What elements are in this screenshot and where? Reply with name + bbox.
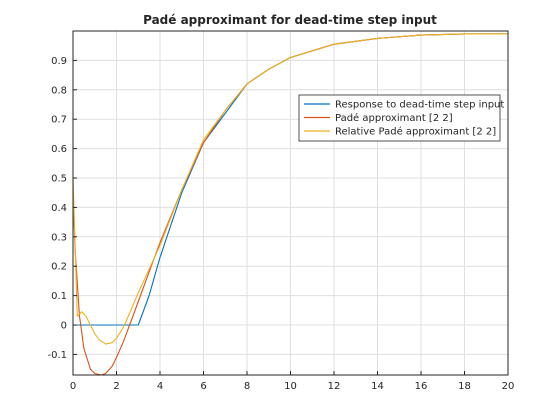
legend-label-2: Padé approximant [2 2] (335, 112, 453, 124)
legend-label-3: Relative Padé approximant [2 2] (335, 126, 496, 138)
legend-box (298, 94, 501, 142)
grid (72, 31, 509, 375)
series-line-3 (72, 33, 508, 345)
x-tick-label: 12 (328, 381, 341, 392)
tick-labels: 0 2 4 6 8 10 12 14 16 18 20 -0.1 0 0.1 0.2 0.3 0.4 0.5 0.6… (47, 56, 514, 392)
y-tick-label: 0.4 (51, 203, 67, 214)
y-tick-label: 0.3 (51, 232, 67, 243)
chart-title: Padé approximant for dead-time step inpu… (143, 13, 437, 27)
y-tick-label: 0.2 (51, 262, 67, 273)
y-tick-label: 0 (61, 321, 67, 332)
x-tick-label: 20 (502, 381, 515, 392)
x-tick-label: 16 (415, 381, 428, 392)
x-tick-label: 14 (371, 381, 384, 392)
x-tick-label: 2 (113, 381, 119, 392)
x-tick-label: 0 (70, 381, 76, 392)
x-tick-label: 6 (200, 381, 206, 392)
legend-label-1: Response to dead-time step input (335, 100, 504, 111)
y-tick-label: 0.6 (51, 144, 67, 155)
x-tick-label: 10 (284, 381, 297, 392)
y-tick-label: 0.8 (51, 85, 67, 96)
x-tick-label: 8 (244, 381, 250, 392)
y-tick-label: 0.7 (51, 115, 67, 126)
y-tick-label: 0.9 (51, 56, 67, 67)
y-tick-label: 0.1 (51, 291, 67, 302)
x-tick-label: 4 (157, 381, 163, 392)
ticks (72, 59, 509, 375)
y-tick-label: -0.1 (47, 350, 67, 361)
x-tick-label: 18 (458, 381, 471, 392)
y-tick-label: 0.5 (51, 174, 67, 185)
series-layer (72, 33, 508, 376)
